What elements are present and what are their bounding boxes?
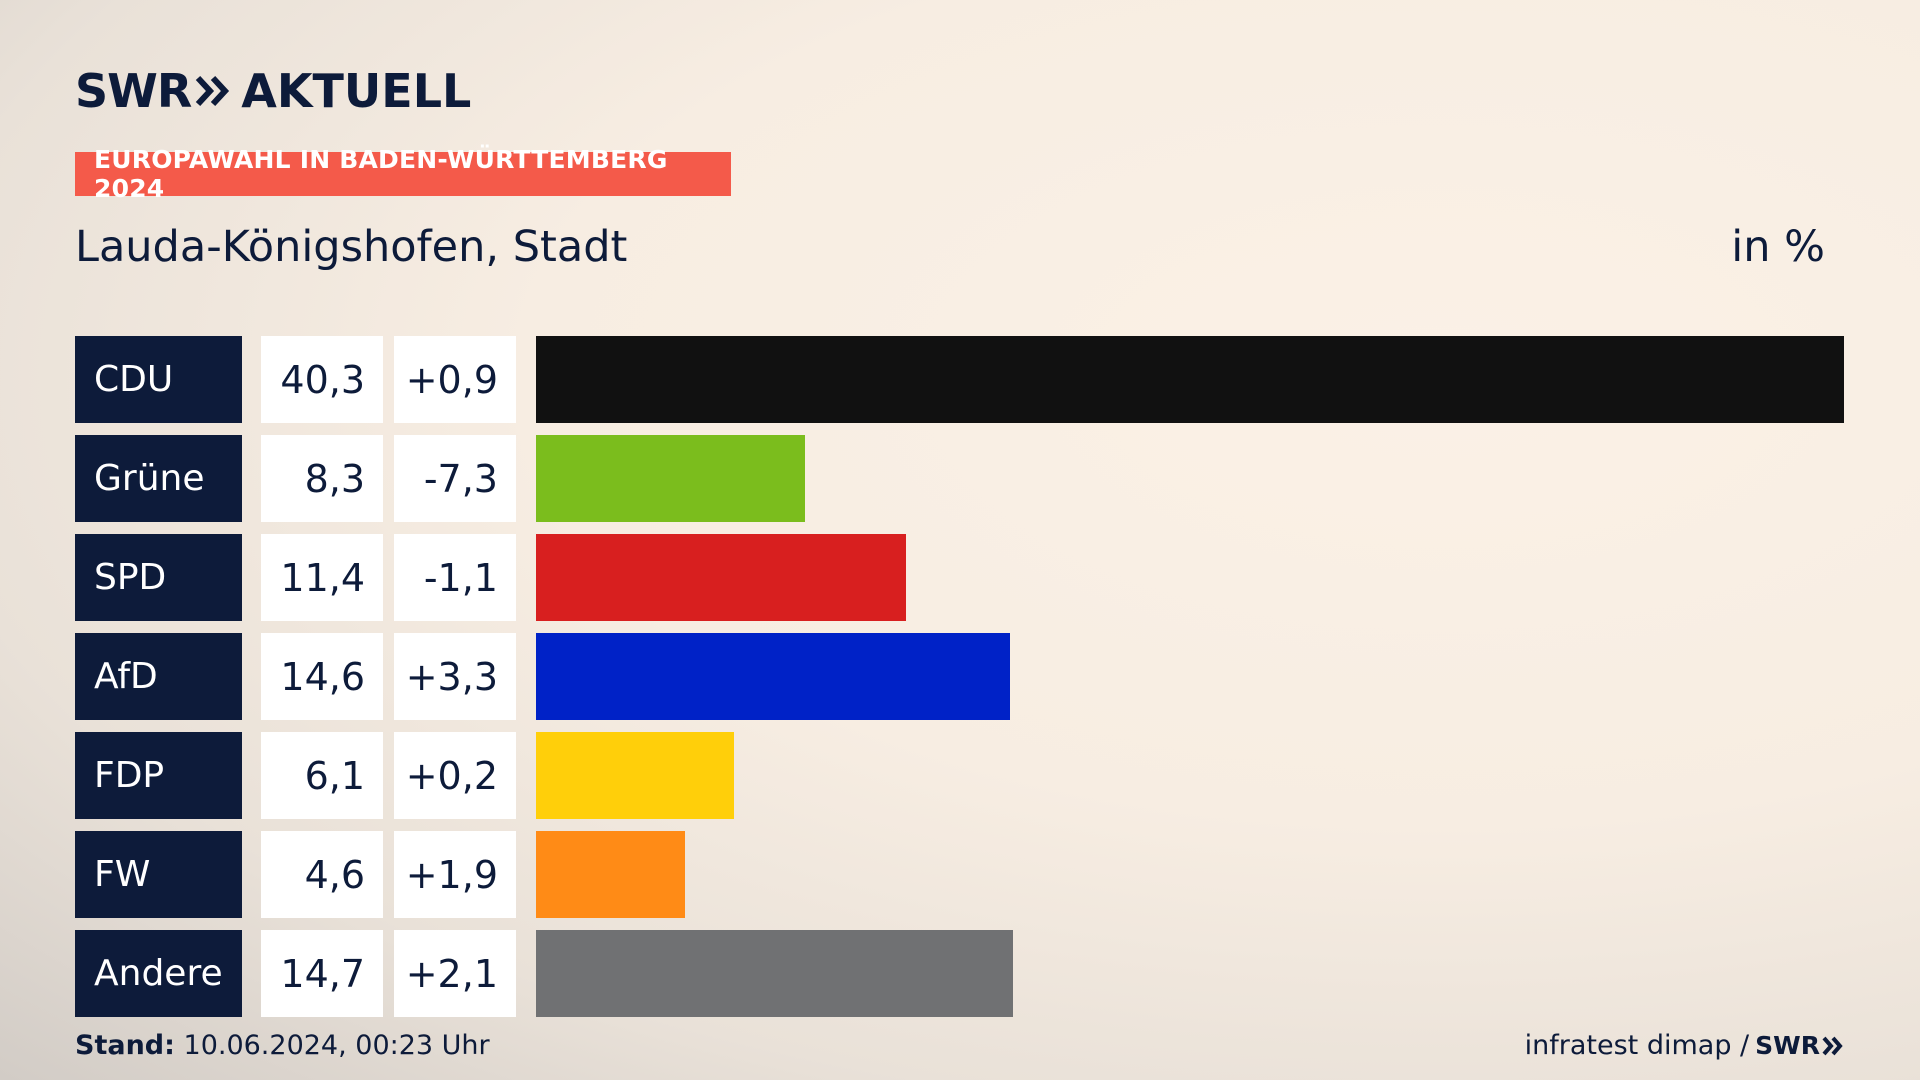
result-bar — [536, 336, 1844, 423]
vote-share-label: 6,1 — [261, 732, 383, 819]
change-label: +1,9 — [394, 831, 516, 918]
unit-label: in % — [1731, 222, 1825, 272]
source-text: infratest dimap / — [1524, 1030, 1750, 1061]
result-bar — [536, 435, 805, 522]
party-label: CDU — [75, 336, 242, 423]
small-double-chevron-icon — [1822, 1036, 1843, 1055]
result-row-cdu: CDU 40,3 +0,9 — [75, 336, 1844, 423]
vote-share-label: 11,4 — [261, 534, 383, 621]
result-row-fdp: FDP 6,1 +0,2 — [75, 732, 1844, 819]
timestamp-value: 10.06.2024, 00:23 Uhr — [183, 1030, 490, 1061]
timestamp-label: Stand: — [75, 1030, 175, 1061]
logo-aktuell-text: AKTUELL — [241, 64, 472, 118]
result-bar — [536, 633, 1010, 720]
result-row-grüne: Grüne 8,3 -7,3 — [75, 435, 1844, 522]
party-label: FDP — [75, 732, 242, 819]
party-label: Andere — [75, 930, 242, 1017]
source-swr-text: SWR — [1755, 1031, 1820, 1060]
result-bar — [536, 930, 1013, 1017]
change-label: +2,1 — [394, 930, 516, 1017]
result-row-andere: Andere 14,7 +2,1 — [75, 930, 1844, 1017]
vote-share-label: 14,6 — [261, 633, 383, 720]
change-label: +0,2 — [394, 732, 516, 819]
party-label: Grüne — [75, 435, 242, 522]
double-chevron-icon — [196, 75, 230, 107]
vote-share-label: 8,3 — [261, 435, 383, 522]
result-row-spd: SPD 11,4 -1,1 — [75, 534, 1844, 621]
logo-swr-text: SWR — [75, 64, 192, 118]
result-bar — [536, 831, 685, 918]
vote-share-label: 14,7 — [261, 930, 383, 1017]
party-label: SPD — [75, 534, 242, 621]
change-label: -1,1 — [394, 534, 516, 621]
result-bar — [536, 732, 734, 819]
result-row-fw: FW 4,6 +1,9 — [75, 831, 1844, 918]
timestamp: Stand: 10.06.2024, 00:23 Uhr — [75, 1030, 490, 1061]
party-label: AfD — [75, 633, 242, 720]
change-label: +3,3 — [394, 633, 516, 720]
result-bar — [536, 534, 906, 621]
vote-share-label: 40,3 — [261, 336, 383, 423]
change-label: -7,3 — [394, 435, 516, 522]
source-credit: infratest dimap / SWR — [1525, 1030, 1844, 1061]
change-label: +0,9 — [394, 336, 516, 423]
region-title: Lauda-Königshofen, Stadt — [75, 222, 628, 272]
election-tag: EUROPAWAHL IN BADEN-WÜRTTEMBERG 2024 — [75, 145, 731, 203]
result-row-afd: AfD 14,6 +3,3 — [75, 633, 1844, 720]
party-label: FW — [75, 831, 242, 918]
swr-aktuell-logo: SWR AKTUELL — [75, 64, 472, 118]
vote-share-label: 4,6 — [261, 831, 383, 918]
